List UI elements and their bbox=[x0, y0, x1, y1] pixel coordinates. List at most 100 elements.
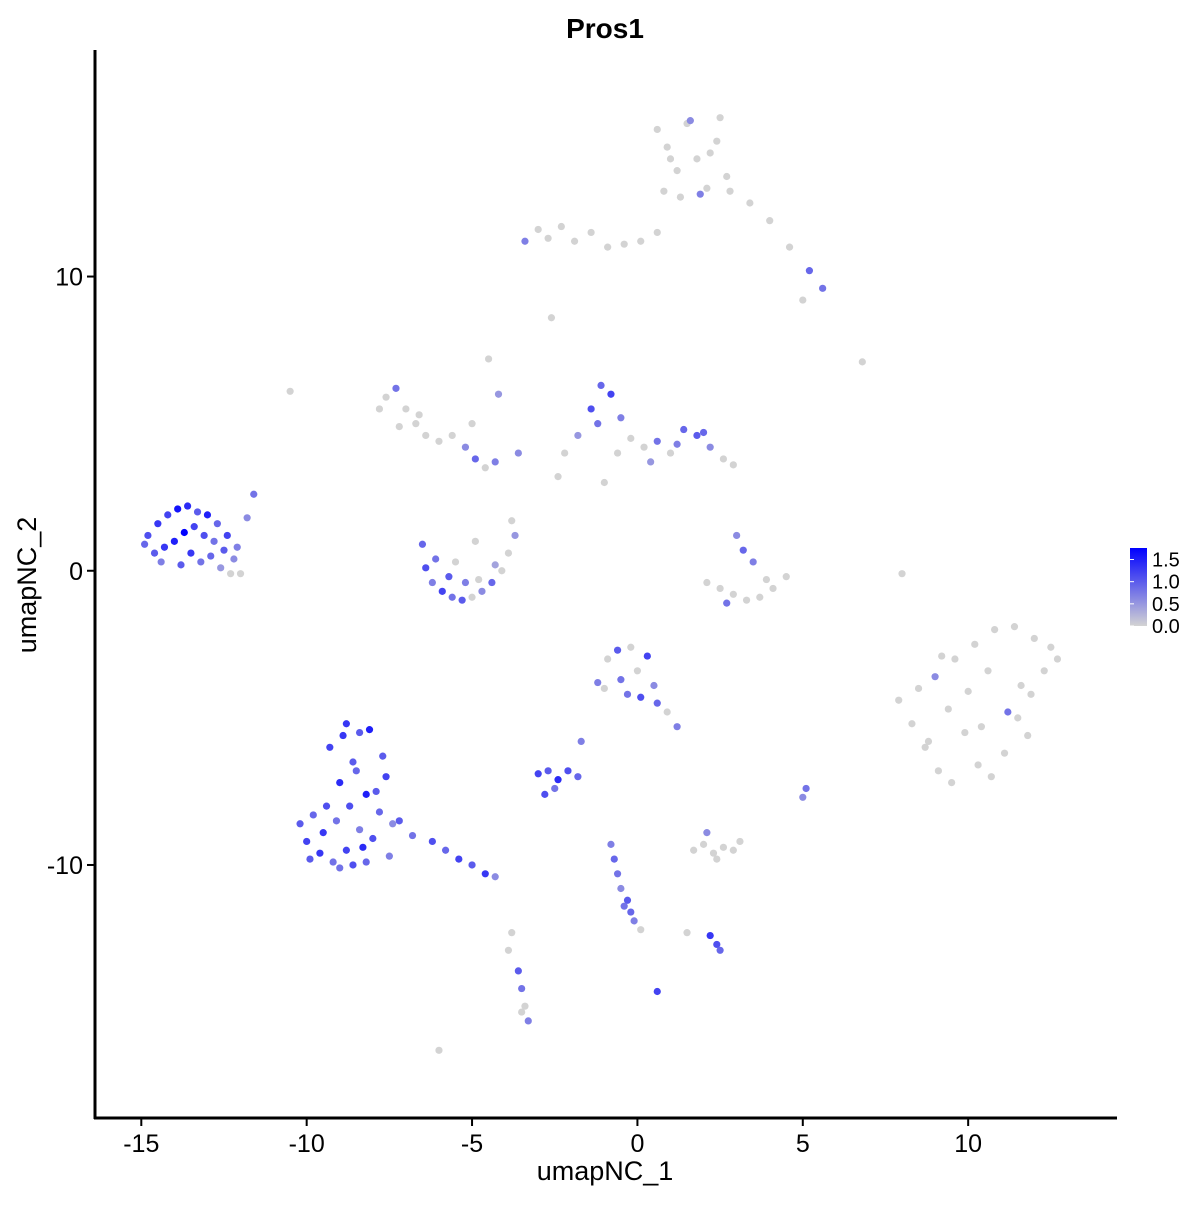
x-tick-label: -5 bbox=[461, 1130, 483, 1158]
point bbox=[319, 829, 327, 837]
point bbox=[491, 561, 499, 569]
point bbox=[389, 820, 397, 828]
point bbox=[895, 696, 903, 704]
point bbox=[673, 723, 681, 731]
point bbox=[749, 558, 757, 566]
colorbar-label: 0.0 bbox=[1152, 616, 1180, 638]
point bbox=[676, 193, 685, 201]
point bbox=[471, 455, 479, 463]
point bbox=[742, 596, 751, 604]
point bbox=[382, 773, 390, 781]
point bbox=[564, 767, 572, 775]
y-tick-label: -10 bbox=[47, 852, 83, 880]
point bbox=[402, 405, 410, 413]
point bbox=[805, 267, 814, 275]
point bbox=[468, 593, 476, 601]
point bbox=[422, 564, 430, 572]
point bbox=[316, 849, 324, 857]
point bbox=[663, 143, 671, 151]
point bbox=[428, 578, 436, 587]
point bbox=[699, 428, 708, 437]
point bbox=[703, 578, 711, 587]
point bbox=[332, 817, 341, 825]
point bbox=[690, 846, 698, 854]
point bbox=[736, 837, 744, 846]
point bbox=[286, 387, 294, 395]
point bbox=[613, 870, 622, 878]
point bbox=[1053, 655, 1062, 663]
point bbox=[640, 443, 648, 451]
point bbox=[557, 222, 565, 231]
point bbox=[193, 508, 202, 516]
point bbox=[445, 573, 453, 581]
axes: -15 -10 -5 0 5 10 -10 0 10 bbox=[47, 264, 982, 1158]
point bbox=[723, 172, 731, 181]
point bbox=[504, 549, 513, 557]
point bbox=[461, 443, 470, 451]
point bbox=[653, 125, 661, 134]
point bbox=[491, 873, 499, 881]
point bbox=[365, 726, 374, 734]
point bbox=[570, 237, 579, 245]
point bbox=[521, 1002, 529, 1010]
point bbox=[508, 929, 516, 937]
point bbox=[1030, 634, 1038, 643]
point bbox=[921, 743, 929, 751]
point bbox=[180, 528, 188, 537]
point bbox=[1024, 731, 1032, 740]
point bbox=[729, 461, 737, 469]
point bbox=[230, 555, 238, 563]
point bbox=[203, 511, 212, 519]
point bbox=[693, 155, 701, 163]
point bbox=[448, 431, 456, 440]
point bbox=[597, 381, 605, 390]
point bbox=[653, 987, 661, 996]
colorbar-label: 1.0 bbox=[1152, 572, 1180, 594]
point bbox=[170, 537, 178, 545]
point bbox=[375, 405, 384, 413]
point bbox=[948, 778, 956, 787]
point bbox=[617, 676, 625, 684]
point bbox=[613, 646, 622, 654]
x-tick-label: 0 bbox=[630, 1130, 644, 1158]
point bbox=[706, 443, 714, 451]
point bbox=[716, 584, 724, 593]
point bbox=[518, 1008, 526, 1016]
point bbox=[924, 737, 933, 746]
point bbox=[713, 940, 721, 949]
point bbox=[342, 846, 350, 854]
point bbox=[418, 540, 427, 548]
point bbox=[518, 984, 526, 993]
point bbox=[782, 573, 790, 581]
point bbox=[799, 296, 807, 304]
point bbox=[951, 655, 959, 663]
point bbox=[243, 514, 251, 522]
point bbox=[197, 558, 205, 566]
point bbox=[974, 761, 982, 769]
point bbox=[934, 767, 942, 775]
point bbox=[177, 561, 185, 569]
point bbox=[233, 543, 241, 551]
point bbox=[610, 855, 618, 863]
point bbox=[653, 699, 661, 707]
point bbox=[908, 720, 916, 728]
point bbox=[346, 802, 354, 810]
point bbox=[461, 578, 470, 587]
legend: 0.00.51.01.5 bbox=[1130, 550, 1180, 638]
point bbox=[574, 773, 582, 781]
point bbox=[468, 861, 476, 869]
point bbox=[504, 946, 513, 954]
point bbox=[623, 896, 632, 904]
point bbox=[329, 858, 337, 866]
point bbox=[587, 405, 595, 413]
point bbox=[362, 858, 370, 866]
point bbox=[514, 967, 522, 975]
point bbox=[187, 549, 195, 557]
point bbox=[802, 784, 810, 793]
point bbox=[931, 673, 939, 681]
point bbox=[914, 684, 923, 693]
x-tick-label: -15 bbox=[123, 1130, 159, 1158]
point bbox=[623, 690, 632, 698]
point bbox=[1047, 643, 1055, 651]
